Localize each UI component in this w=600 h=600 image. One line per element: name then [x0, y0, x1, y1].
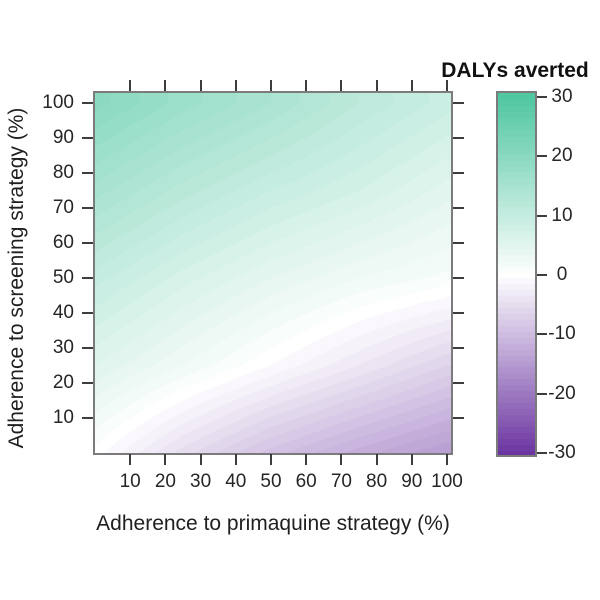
- x-axis-tick-bottom: [446, 454, 448, 465]
- colorbar-tick: [537, 452, 547, 454]
- y-axis-tick-label: 90: [52, 127, 74, 148]
- heatmap-canvas: [95, 93, 451, 453]
- colorbar-tick-label: 20: [551, 145, 573, 167]
- y-axis-tick-left: [82, 102, 93, 104]
- x-axis-tick-bottom: [270, 454, 272, 465]
- y-axis-tick-right: [453, 242, 464, 244]
- x-axis-tick-top: [446, 80, 448, 91]
- x-axis-tick-label: 50: [260, 471, 282, 492]
- y-axis-tick-left: [82, 382, 93, 384]
- colorbar-tick: [537, 392, 547, 395]
- y-axis-tick-right: [453, 102, 464, 104]
- y-axis-tick-label: 40: [52, 302, 74, 323]
- x-axis-tick-label: 70: [330, 471, 352, 492]
- colorbar-title: DALYs averted: [441, 59, 589, 82]
- x-axis-tick-top: [410, 80, 413, 91]
- y-axis-tick-right: [453, 382, 464, 384]
- y-axis-tick-left: [82, 242, 93, 244]
- x-axis-title: Adherence to primaquine strategy (%): [96, 512, 450, 535]
- x-axis-tick-bottom: [305, 454, 308, 465]
- colorbar-tick-label: 10: [551, 204, 573, 226]
- x-axis-tick-label: 20: [154, 471, 176, 492]
- colorbar-tick: [537, 274, 547, 276]
- x-axis-tick-top: [234, 80, 237, 91]
- y-axis-tick-label: 50: [52, 267, 74, 288]
- colorbar-tick-label: -10: [548, 323, 576, 345]
- x-axis-tick-label: 10: [119, 471, 141, 492]
- x-axis-tick-label: 60: [295, 471, 317, 492]
- x-axis-tick-top: [305, 80, 308, 91]
- y-axis-tick-right: [453, 137, 464, 139]
- colorbar-tick-label: -30: [548, 442, 576, 463]
- y-axis-tick-left: [82, 347, 93, 349]
- y-axis-tick-label: 60: [52, 232, 74, 253]
- y-axis-tick-label: 100: [42, 92, 74, 113]
- colorbar-tick: [537, 333, 547, 336]
- x-axis-tick-label: 90: [401, 471, 423, 492]
- y-axis-tick-label: 80: [52, 162, 74, 183]
- y-axis-tick-right: [453, 347, 464, 349]
- y-axis-tick-left: [82, 417, 93, 419]
- y-axis-tick-right: [453, 312, 464, 314]
- y-axis-tick-label: 20: [52, 372, 74, 393]
- y-axis-tick-right: [453, 417, 464, 419]
- x-axis-tick-top: [129, 80, 132, 91]
- x-axis-tick-top: [270, 80, 272, 91]
- x-axis-tick-bottom: [410, 454, 413, 465]
- y-axis-tick-left: [82, 207, 93, 209]
- y-axis-tick-right: [453, 172, 464, 174]
- colorbar-tick-label: 0: [556, 264, 568, 285]
- x-axis-tick-label: 80: [366, 471, 388, 492]
- x-axis-tick-top: [199, 80, 202, 91]
- plot-area: [93, 91, 453, 455]
- x-axis-tick-bottom: [234, 454, 237, 465]
- y-axis-tick-left: [82, 172, 93, 174]
- x-axis-tick-bottom: [164, 454, 167, 465]
- colorbar-tick-label: -20: [548, 382, 576, 404]
- y-axis-tick-left: [82, 277, 93, 279]
- x-axis-tick-label: 30: [190, 471, 212, 492]
- y-axis-tick-right: [453, 277, 464, 279]
- colorbar-canvas: [498, 93, 535, 455]
- x-axis-tick-bottom: [340, 454, 343, 465]
- colorbar: [496, 91, 537, 457]
- x-axis-tick-bottom: [199, 454, 202, 465]
- y-axis-tick-label: 30: [52, 337, 74, 358]
- colorbar-tick: [537, 155, 547, 158]
- colorbar-tick: [537, 96, 547, 98]
- y-axis-tick-right: [453, 207, 464, 209]
- x-axis-tick-bottom: [129, 454, 132, 465]
- x-axis-tick-label: 40: [225, 471, 247, 492]
- y-axis-tick-left: [82, 312, 93, 314]
- colorbar-tick: [537, 214, 547, 217]
- y-axis-tick-label: 70: [52, 197, 74, 218]
- y-axis-tick-label: 10: [52, 407, 74, 428]
- x-axis-tick-top: [164, 80, 167, 91]
- x-axis-tick-label: 100: [431, 471, 463, 492]
- y-axis-tick-left: [82, 137, 93, 139]
- x-axis-tick-top: [375, 80, 378, 91]
- x-axis-tick-top: [340, 80, 343, 91]
- colorbar-tick-label: 30: [551, 86, 573, 107]
- x-axis-tick-bottom: [375, 454, 378, 465]
